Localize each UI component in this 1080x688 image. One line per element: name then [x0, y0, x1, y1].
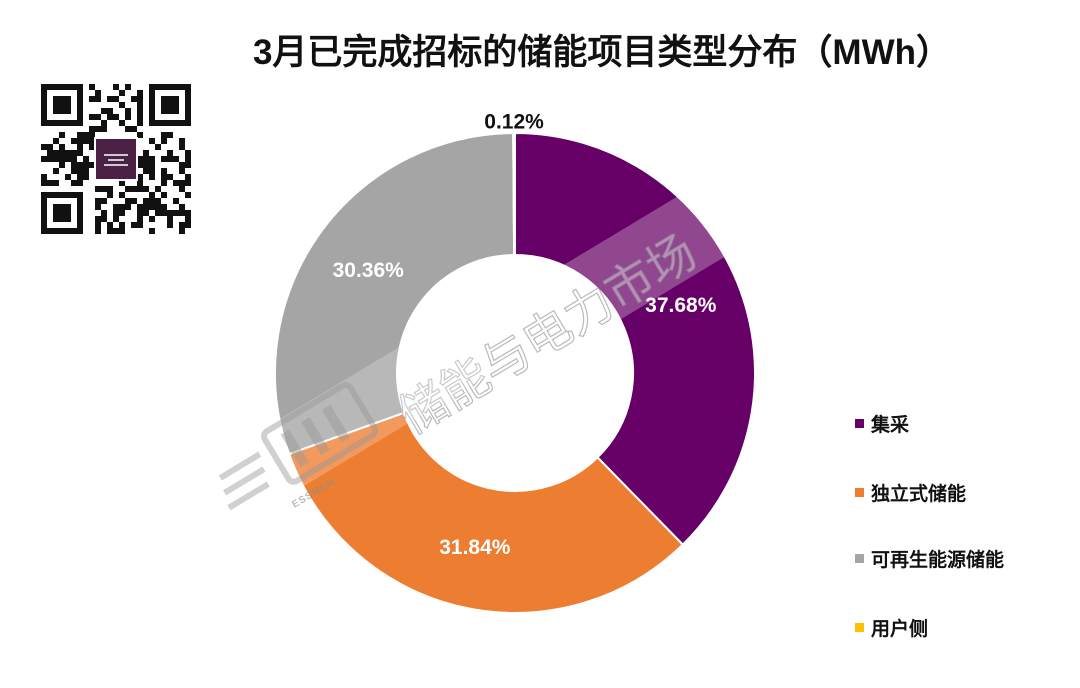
legend-item-2: 独立式储能: [855, 477, 966, 507]
legend-item-3: 可再生能源储能: [855, 543, 1004, 573]
watermark-logo-frame: [261, 382, 379, 485]
legend-label-2: 独立式储能: [871, 483, 967, 505]
legend-swatch-4: [855, 622, 864, 632]
donut-slices: [274, 131, 756, 614]
donut-slice-1: [514, 131, 756, 547]
qr-code-icon: [41, 84, 191, 234]
legend-swatch-1: [855, 418, 864, 428]
donut-slice-4: [512, 131, 516, 257]
legend-item-1: 集采: [855, 408, 909, 438]
legend-item-4: 用户侧: [855, 612, 928, 642]
legend-swatch-3: [855, 553, 864, 563]
watermark-band-rect: [551, 169, 762, 338]
legend-label-3: 可再生能源储能: [871, 549, 1005, 571]
legend-swatch-2: [855, 487, 864, 497]
chart-title: 3月已完成招标的储能项目类型分布（MWh）: [253, 32, 951, 72]
watermark-logo-bar-1: [280, 429, 309, 468]
qr-logo-mark: [104, 154, 128, 166]
chart-legend: 集采 独立式储能 可再生能源储能 用户侧: [855, 0, 1075, 688]
qr-modules: [41, 84, 191, 234]
data-label-1: 37.68%: [645, 294, 717, 317]
data-label-3: 30.36%: [333, 259, 405, 282]
legend-label-4: 用户侧: [871, 618, 929, 640]
legend-label-1: 集采: [871, 414, 910, 436]
watermark-logo-bar-2: [301, 417, 330, 455]
donut-slice-3: [274, 131, 516, 456]
data-label-2: 31.84%: [439, 536, 511, 559]
data-label-4: 0.12%: [484, 111, 544, 134]
donut-slice-2: [287, 411, 685, 614]
watermark-logo-lines: [218, 451, 270, 511]
watermark-logo-bar-3: [321, 404, 350, 443]
qr-center-logo: [94, 137, 138, 181]
data-labels: 37.68% 31.84% 30.36% 0.12%: [333, 111, 717, 559]
watermark-logo-band: [255, 314, 489, 494]
